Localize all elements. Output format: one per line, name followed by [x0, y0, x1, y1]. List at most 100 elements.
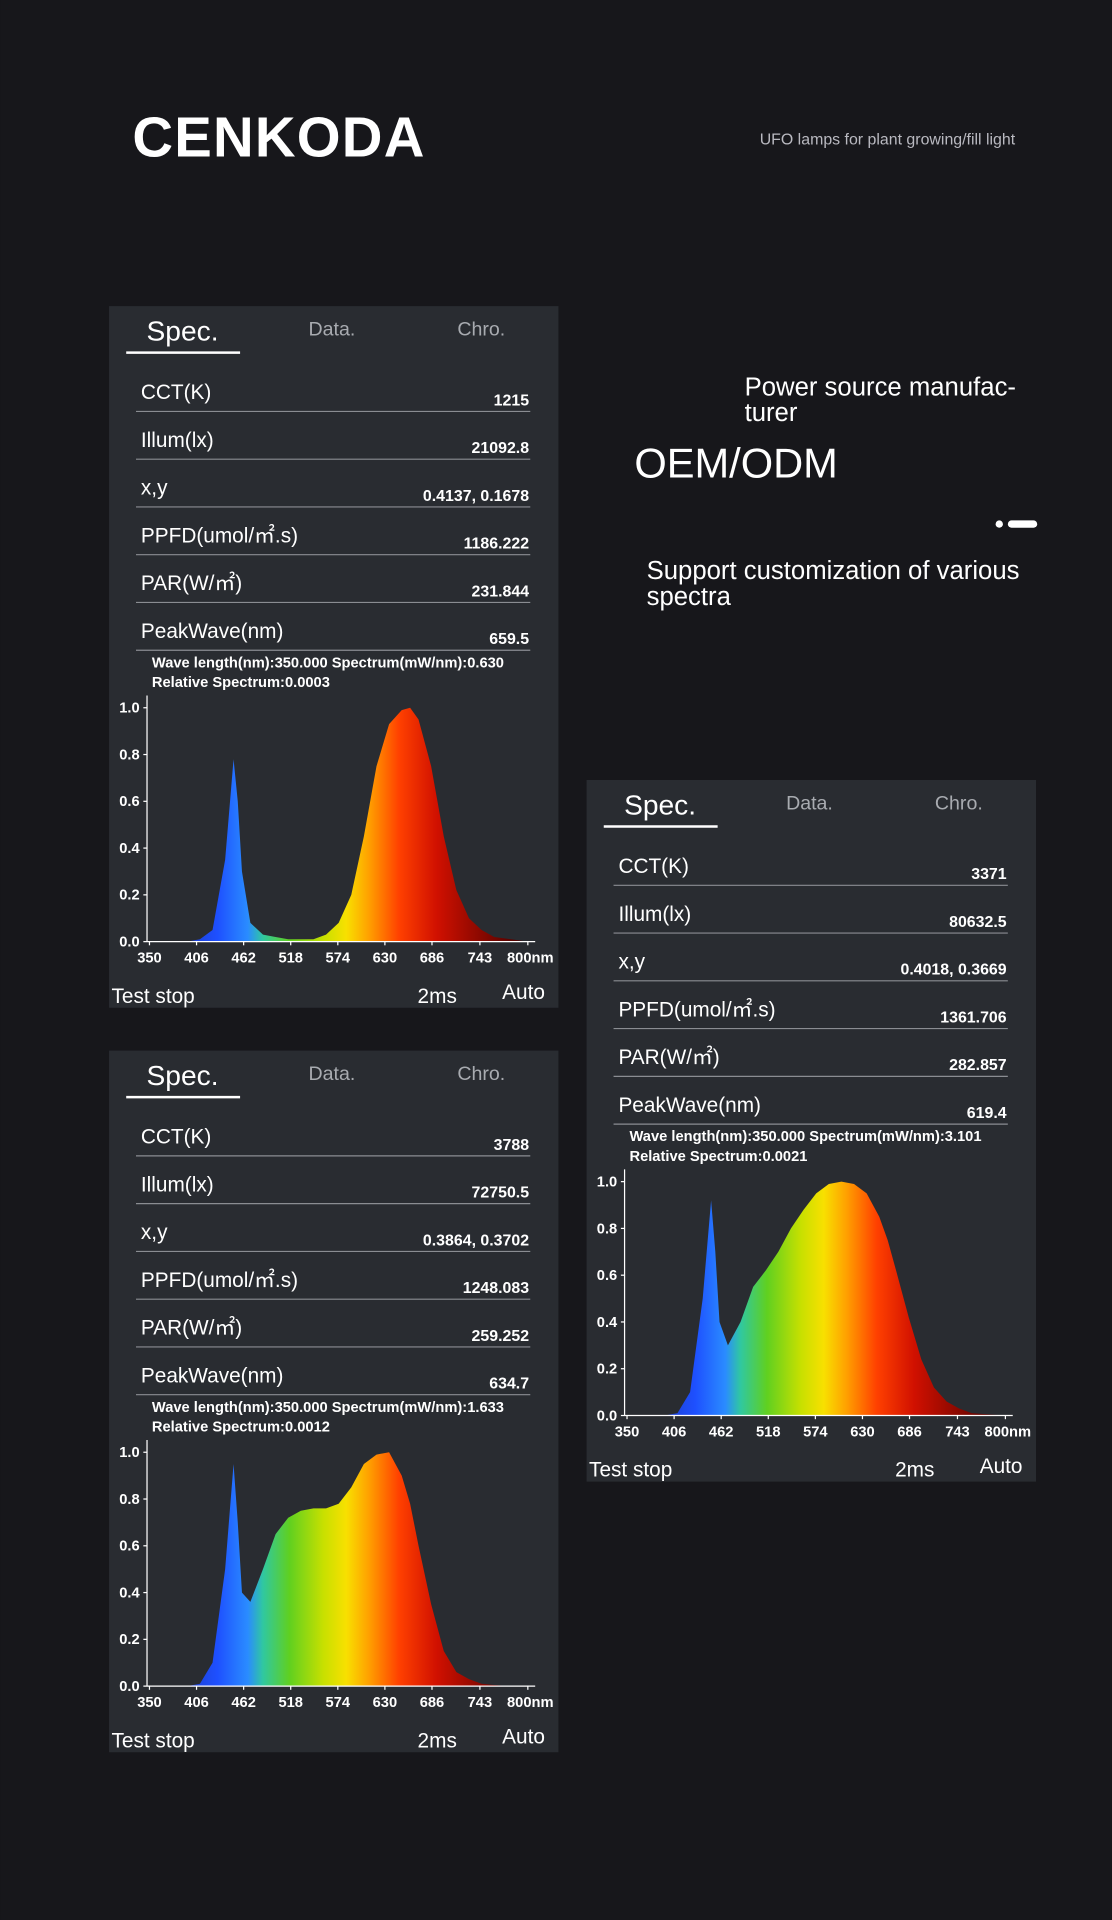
info-line: Relative Spectrum:0.0003: [152, 675, 330, 691]
mode: Auto: [980, 1455, 1023, 1478]
y-tick-label: 0.6: [119, 794, 139, 810]
x-tick-label: 800nm: [507, 1695, 554, 1711]
x-tick-label: 518: [278, 950, 303, 966]
status: Test stop: [112, 985, 195, 1008]
row-value: 259.252: [472, 1328, 530, 1345]
x-tick-label: 743: [945, 1424, 970, 1440]
y-tick-label: 0.8: [119, 747, 139, 763]
y-tick-label: 0.4: [119, 841, 140, 857]
row-value: 1215: [494, 392, 530, 409]
row-value: 1248.083: [463, 1280, 529, 1297]
info-line: Wave length(nm):350.000 Spectrum(mW/nm):…: [152, 1400, 504, 1416]
tab: Data.: [309, 319, 356, 341]
spectrum-area: [149, 707, 528, 942]
y-tick-label: 0.0: [119, 935, 139, 951]
row-label: PAR(W/㎡): [141, 571, 242, 595]
y-tick-label: 0.4: [119, 1585, 140, 1601]
row-value: 619.4: [967, 1105, 1007, 1122]
y-tick-label: 0.8: [119, 1492, 139, 1508]
row-label: PPFD(umol/㎡.s): [141, 1268, 298, 1292]
row-label: CCT(K): [141, 1126, 211, 1149]
row-value: 72750.5: [472, 1185, 530, 1202]
status: Test stop: [112, 1729, 195, 1752]
mode: Auto: [502, 1726, 545, 1749]
row-label: x,y: [141, 1221, 168, 1244]
y-tick-label: 0.0: [119, 1679, 139, 1695]
y-tick-label: 1.0: [119, 1445, 139, 1461]
y-tick-label: 0.6: [597, 1268, 617, 1284]
row-value: 282.857: [949, 1057, 1007, 1074]
x-tick-label: 630: [373, 950, 398, 966]
x-tick-label: 630: [850, 1424, 875, 1440]
tab: Chro.: [935, 792, 983, 814]
info-line: Relative Spectrum:0.0012: [152, 1419, 330, 1435]
row-value: 3371: [971, 866, 1007, 883]
row-label: PeakWave(nm): [141, 620, 284, 643]
row-label: Illum(lx): [141, 429, 214, 452]
feature-text: spectra: [647, 583, 732, 611]
y-tick-label: 0.0: [597, 1408, 617, 1424]
feature-heading: OEM/ODM: [634, 440, 837, 487]
tagline: UFO lamps for plant growing/fill light: [760, 131, 1016, 148]
row-label: Illum(lx): [618, 903, 691, 926]
x-tick-label: 462: [231, 1695, 256, 1711]
row-value: 21092.8: [472, 440, 530, 457]
mode: Auto: [502, 981, 545, 1004]
row-label: PeakWave(nm): [618, 1094, 761, 1117]
tab: Data.: [309, 1063, 356, 1085]
row-label: CCT(K): [618, 855, 688, 878]
row-value: 0.3864, 0.3702: [423, 1232, 529, 1249]
row-value: 80632.5: [949, 914, 1007, 931]
time: 2ms: [418, 985, 457, 1008]
x-tick-label: 518: [756, 1424, 781, 1440]
y-tick-label: 1.0: [597, 1175, 617, 1191]
x-tick-label: 630: [373, 1695, 398, 1711]
y-tick-label: 0.2: [119, 888, 139, 904]
row-label: PeakWave(nm): [141, 1364, 284, 1387]
screen-background: [109, 306, 559, 1008]
row-label: PAR(W/㎡): [141, 1316, 242, 1340]
row-value: 1361.706: [940, 1009, 1006, 1026]
row-label: Illum(lx): [141, 1173, 214, 1196]
info-line: Wave length(nm):350.000 Spectrum(mW/nm):…: [152, 655, 504, 671]
x-tick-label: 518: [278, 1695, 303, 1711]
x-tick-label: 462: [709, 1424, 734, 1440]
row-label: x,y: [141, 477, 168, 500]
row-label: PPFD(umol/㎡.s): [141, 523, 298, 547]
x-tick-label: 406: [184, 950, 209, 966]
x-tick-label: 800nm: [507, 950, 554, 966]
x-tick-label: 686: [420, 950, 445, 966]
tab: Data.: [786, 792, 833, 814]
row-value: 0.4137, 0.1678: [423, 488, 529, 505]
time: 2ms: [418, 1729, 457, 1752]
x-tick-label: 574: [326, 1695, 351, 1711]
row-value: 1186.222: [464, 536, 530, 553]
status: Test stop: [589, 1459, 672, 1482]
x-tick-label: 686: [420, 1695, 445, 1711]
row-value: 0.4018, 0.3669: [900, 962, 1006, 979]
info-line: Relative Spectrum:0.0021: [629, 1149, 807, 1165]
x-tick-label: 574: [326, 950, 351, 966]
x-tick-label: 574: [803, 1424, 828, 1440]
time: 2ms: [895, 1459, 934, 1482]
spectrometer-screen: Spec. Data. Chro. CCT(K) 3788 Illum(lx) 72750.…: [109, 1050, 559, 1752]
y-tick-label: 0.2: [119, 1632, 139, 1648]
feature-text: Support customization of various: [647, 557, 1020, 585]
brand: CENKODA: [132, 106, 425, 169]
tab: Spec.: [147, 315, 219, 346]
row-label: x,y: [618, 951, 645, 974]
row-value: 231.844: [472, 583, 530, 600]
x-tick-label: 406: [662, 1424, 687, 1440]
x-tick-label: 350: [137, 1695, 162, 1711]
x-tick-label: 800nm: [985, 1424, 1032, 1440]
x-tick-label: 406: [184, 1695, 209, 1711]
tab: Chro.: [457, 319, 505, 341]
feature-text: Power source manufac-: [745, 374, 1016, 402]
row-value: 659.5: [489, 631, 529, 648]
tab: Chro.: [457, 1063, 505, 1085]
y-tick-label: 0.2: [597, 1362, 617, 1378]
y-tick-label: 1.0: [119, 701, 139, 717]
x-tick-label: 743: [468, 950, 493, 966]
y-tick-label: 0.4: [597, 1315, 618, 1331]
